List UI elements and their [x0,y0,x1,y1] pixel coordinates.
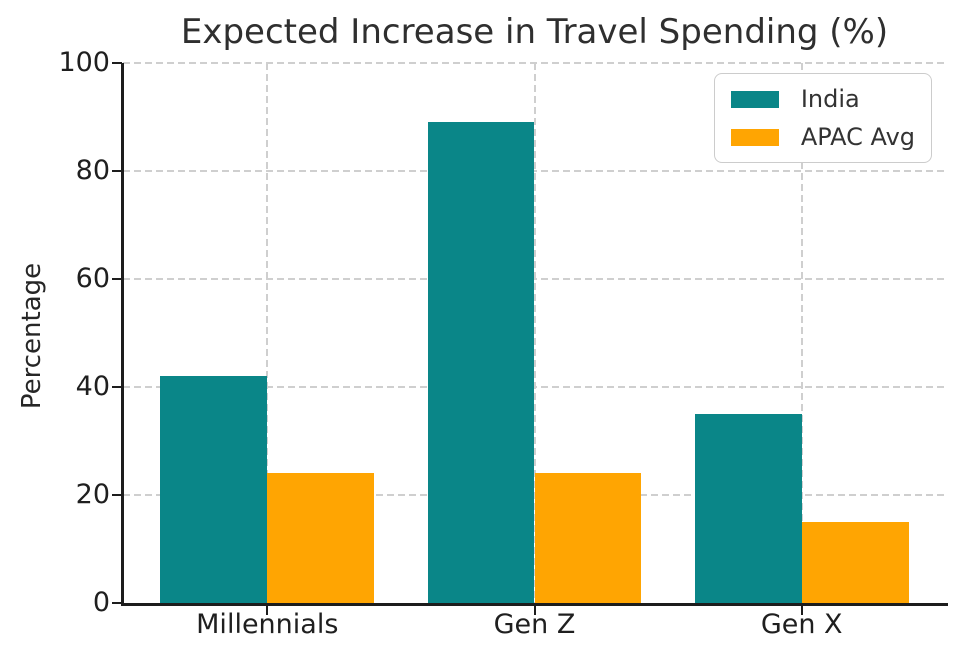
bar-apac-avg-gen-x [801,522,909,603]
y-axis-label: Percentage [17,262,47,410]
x-tick-mark [533,605,536,615]
legend-label: India [800,85,860,113]
y-tick-mark [112,278,122,280]
y-axis-spine [121,63,124,605]
y-tick-label: 80 [75,155,110,186]
y-tick-label: 60 [75,263,110,294]
bar-india-gen-z [427,122,535,603]
x-axis-spine [121,603,948,606]
bar-india-gen-x [694,414,802,603]
legend-swatch [730,128,779,146]
gridline-v [800,63,803,603]
y-tick-mark [112,62,122,64]
legend-label: APAC Avg [800,123,915,151]
x-tick-mark [266,605,269,615]
legend-item: India [730,85,915,113]
bar-india-millennials [160,376,268,603]
legend-swatch [730,90,779,108]
y-tick-mark [112,386,122,388]
legend-item: APAC Avg [730,123,915,151]
y-tick-mark [112,170,122,172]
gridline-v [533,63,536,603]
y-tick-label: 0 [92,587,110,618]
chart-title: Expected Increase in Travel Spending (%) [180,12,889,52]
bar-apac-avg-millennials [267,473,375,603]
bar-layer [123,63,946,603]
y-tick-mark [112,494,122,496]
y-tick-label: 40 [75,371,110,402]
y-tick-label: 20 [75,479,110,510]
y-tick-label: 100 [58,47,110,78]
plot-area: India APAC Avg [123,62,946,603]
y-tick-mark [112,602,122,604]
bar-apac-avg-gen-z [534,473,642,603]
x-tick-mark [800,605,803,615]
gridline-v [266,63,269,603]
legend: India APAC Avg [713,73,932,163]
